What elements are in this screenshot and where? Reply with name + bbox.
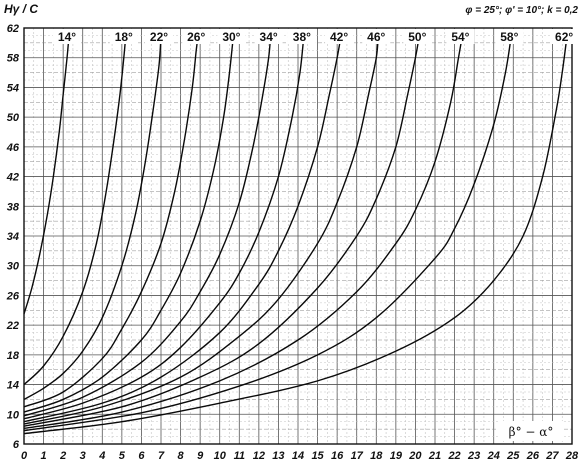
curve-label: 58° (500, 30, 518, 44)
x-tick-label: 22 (447, 450, 460, 462)
curve-label: 22° (150, 30, 168, 44)
curve-label-background (109, 29, 138, 44)
y-tick-label: 46 (6, 142, 20, 154)
x-tick-label: 24 (487, 450, 500, 462)
curve-label-background (53, 29, 82, 44)
x-tick-label: 12 (253, 450, 265, 462)
x-axis-title: β° − α° (509, 425, 554, 439)
x-tick-label: 19 (390, 450, 403, 462)
y-tick-label: 26 (6, 290, 20, 302)
curve-label: 30° (222, 30, 240, 44)
x-tick-label: 21 (428, 450, 441, 462)
curve-label: 50° (408, 30, 426, 44)
curve-label-background (362, 29, 391, 44)
curve-label-background (550, 29, 579, 44)
curve-label-background (495, 29, 524, 44)
curve-label-background (325, 29, 354, 44)
x-tick-label: 15 (311, 450, 324, 462)
curve-label-background (403, 29, 432, 44)
curve-38deg (23, 35, 305, 420)
curve-label-background (145, 29, 173, 44)
x-tick-label: 27 (545, 450, 559, 462)
curve-46deg (23, 35, 379, 425)
curve-label: 34° (260, 30, 278, 44)
y-tick-label: 22 (6, 320, 19, 332)
x-tick-label: 5 (119, 450, 126, 462)
x-tick-label: 6 (138, 450, 145, 462)
x-tick-label: 26 (526, 450, 540, 462)
x-tick-label: 11 (234, 450, 245, 462)
x-tick-label: 18 (370, 450, 383, 462)
curve-50deg (23, 35, 421, 427)
x-tick-label: 10 (214, 450, 227, 462)
curve-34deg (23, 35, 272, 417)
x-tick-label: 7 (158, 450, 165, 462)
x-tick-label: 17 (351, 450, 364, 462)
curve-54deg (23, 35, 464, 430)
y-tick-label: 14 (7, 380, 19, 392)
chart-parameters: φ = 25°; φ' = 10°; k = 0,2 (465, 5, 578, 16)
x-tick-label: 4 (98, 450, 105, 462)
plot-frame (23, 27, 573, 445)
curve-14deg (23, 35, 70, 315)
curve-label: 26° (187, 30, 205, 44)
curve-26deg (23, 35, 199, 408)
x-tick-label: 28 (565, 450, 579, 462)
curve-22deg (23, 35, 162, 401)
y-tick-label: 30 (7, 261, 20, 273)
x-tick-label: 2 (59, 450, 66, 462)
y-tick-label: 42 (6, 172, 19, 184)
y-tick-label: 10 (7, 409, 20, 421)
y-tick-labels: 6 10 14 18 22 26 30 34 38 42 46 50 54 58 62 (6, 23, 20, 451)
curve-label: 38° (293, 30, 311, 44)
x-tick-label: 9 (197, 450, 204, 462)
y-tick-label: 50 (7, 112, 20, 124)
curve-label: 14° (58, 30, 76, 44)
x-tick-label: 14 (292, 450, 304, 462)
curve-label: 54° (451, 30, 469, 44)
x-tick-label: 25 (506, 450, 520, 462)
x-tick-label: 13 (272, 450, 284, 462)
curve-label-background (254, 29, 283, 44)
x-tick-label: 20 (408, 450, 422, 462)
curve-label-background (446, 29, 475, 44)
curve-label: 42° (330, 30, 348, 44)
curve-labels: 14° 18° 22° 26° 30° 34° 38° 42° 46° 50° 54° 58° 62° (53, 29, 579, 44)
y-tick-label: 38 (7, 201, 20, 213)
curve-58deg (23, 35, 513, 432)
y-tick-label: 6 (13, 439, 20, 451)
curve-30deg (23, 35, 235, 413)
x-tick-label: 1 (41, 450, 47, 462)
y-tick-label: 58 (7, 53, 20, 65)
curve-label-background (287, 29, 316, 44)
x-tick-label: 16 (331, 450, 344, 462)
x-tick-label: 23 (467, 450, 480, 462)
y-axis-title: Hγ / C (4, 2, 38, 16)
y-tick-label: 54 (7, 82, 19, 94)
x-tick-label: 3 (80, 450, 86, 462)
curve-42deg (23, 35, 342, 423)
curve-label-background (217, 29, 246, 44)
curve-label: 62° (555, 30, 573, 44)
x-tick-label: 0 (21, 450, 28, 462)
curve-label: 18° (115, 30, 133, 44)
curve-label-background (182, 29, 211, 44)
curve-label: 46° (367, 30, 385, 44)
curves (23, 35, 567, 435)
x-axis-title-box: β° − α° (498, 421, 564, 441)
x-tick-labels: 0 1 2 3 4 5 6 7 8 9 10 11 12 13 14 15 16 17 18 19 20 21 22 23 24… (21, 450, 579, 462)
y-tick-label: 62 (7, 23, 19, 35)
curve-62deg (23, 42, 567, 435)
y-tick-label: 18 (7, 350, 20, 362)
curve-18deg (23, 35, 127, 386)
y-tick-label: 34 (7, 231, 19, 243)
x-tick-label: 8 (178, 450, 185, 462)
